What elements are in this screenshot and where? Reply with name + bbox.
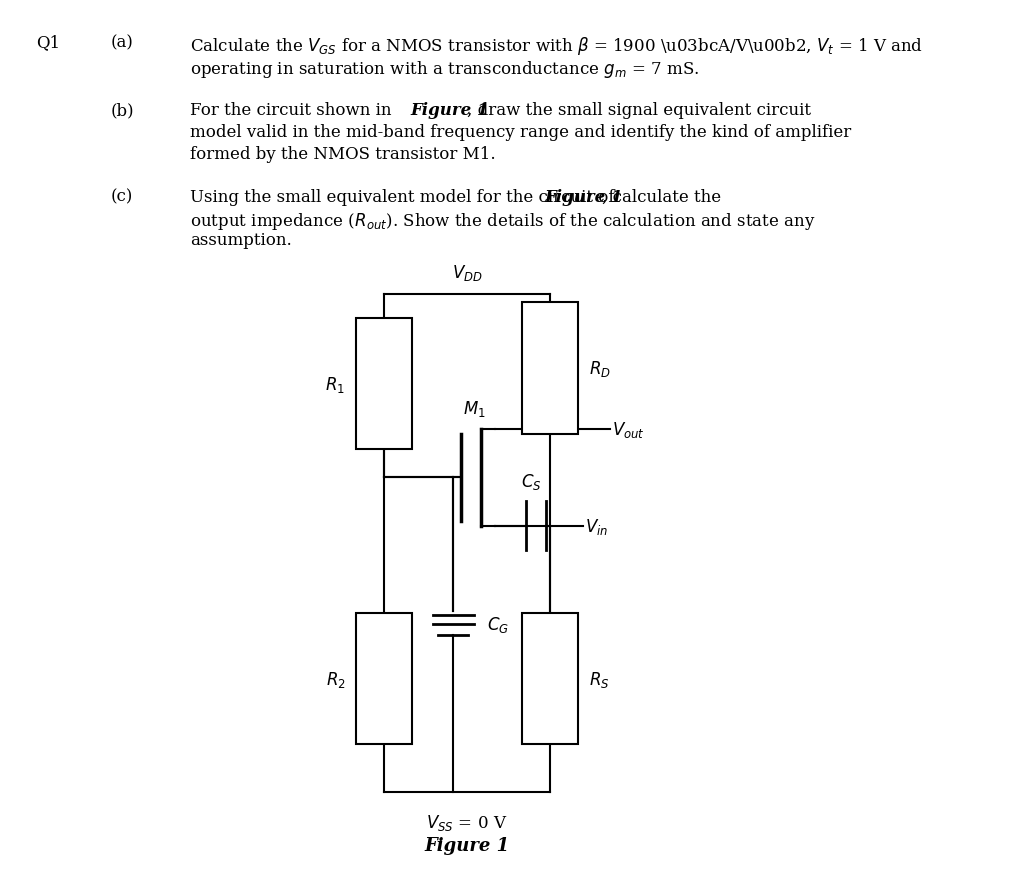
Text: $V_{in}$: $V_{in}$ (585, 516, 608, 536)
Text: $V_{out}$: $V_{out}$ (611, 420, 644, 439)
Text: Q1: Q1 (37, 34, 61, 52)
Text: formed by the NMOS transistor M1.: formed by the NMOS transistor M1. (191, 146, 496, 162)
Bar (522, 303, 578, 434)
Text: Using the small equivalent model for the circuit of: Using the small equivalent model for the… (191, 189, 620, 205)
Bar (356, 318, 411, 450)
Text: (a): (a) (110, 34, 133, 52)
Text: , calculate the: , calculate the (601, 189, 721, 205)
Text: $M_1$: $M_1$ (464, 398, 486, 418)
Text: Calculate the $V_{GS}$ for a NMOS transistor with $\beta$ = 1900 \u03bcA/V\u00b2: Calculate the $V_{GS}$ for a NMOS transi… (191, 34, 923, 57)
Text: $R_2$: $R_2$ (325, 669, 346, 689)
Bar (522, 613, 578, 745)
Text: Figure 1: Figure 1 (425, 836, 510, 853)
Text: $R_S$: $R_S$ (589, 669, 609, 689)
Bar (356, 613, 411, 745)
Text: Figure 1: Figure 1 (410, 102, 488, 119)
Text: $C_S$: $C_S$ (521, 471, 542, 491)
Text: assumption.: assumption. (191, 232, 292, 249)
Text: (c): (c) (110, 189, 132, 205)
Text: , draw the small signal equivalent circuit: , draw the small signal equivalent circu… (467, 102, 812, 119)
Text: $C_G$: $C_G$ (487, 615, 510, 635)
Text: output impedance ($R_{out}$). Show the details of the calculation and state any: output impedance ($R_{out}$). Show the d… (191, 210, 816, 232)
Text: $V_{SS}$ = 0 V: $V_{SS}$ = 0 V (427, 812, 508, 831)
Text: Figure 1: Figure 1 (545, 189, 623, 205)
Text: (b): (b) (110, 102, 133, 119)
Text: $R_D$: $R_D$ (589, 359, 610, 379)
Text: $V_{DD}$: $V_{DD}$ (451, 263, 482, 283)
Text: model valid in the mid-band frequency range and identify the kind of amplifier: model valid in the mid-band frequency ra… (191, 124, 852, 141)
Text: operating in saturation with a transconductance $g_m$ = 7 mS.: operating in saturation with a transcond… (191, 59, 700, 80)
Text: For the circuit shown in: For the circuit shown in (191, 102, 397, 119)
Text: $R_1$: $R_1$ (325, 374, 346, 395)
